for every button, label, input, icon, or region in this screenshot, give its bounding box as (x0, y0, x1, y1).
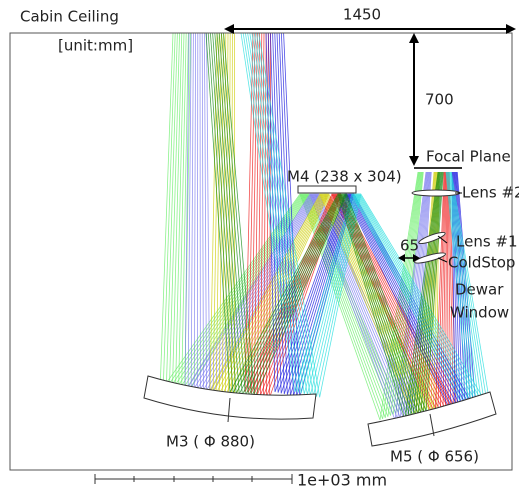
ray (242, 32, 474, 420)
arrow-heads (224, 24, 516, 262)
width-dimension: 1450 (343, 6, 381, 24)
ray (253, 32, 447, 417)
ray (249, 32, 481, 416)
lens2-label: Lens #2 (462, 184, 519, 202)
ray (251, 32, 484, 415)
ray (256, 32, 489, 413)
ray (205, 32, 439, 421)
height-dimension: 700 (425, 91, 454, 109)
ray (256, 32, 448, 416)
ray (193, 32, 429, 417)
mirror-m3-axis (227, 397, 231, 423)
ray (263, 32, 452, 414)
ray (207, 32, 440, 420)
ray (190, 32, 428, 418)
lens-2 (411, 189, 461, 197)
ray (228, 32, 439, 414)
ray (225, 32, 438, 415)
ray (218, 32, 437, 417)
scale-bar (94, 474, 293, 484)
m4-label: M4 (238 x 304) (287, 168, 402, 186)
gap-dimension: 65 (400, 237, 419, 255)
cabin-ceiling: Cabin Ceiling (20, 8, 119, 26)
mirror-m3 (143, 375, 317, 420)
lens1-label: Lens #1 (456, 233, 518, 251)
scale-bar-label: 1e+03 mm (297, 471, 387, 490)
ray (234, 32, 440, 412)
ray (247, 32, 446, 420)
ray (247, 32, 479, 417)
ray (244, 32, 445, 421)
ray (221, 32, 444, 413)
ray-bundles (159, 32, 492, 421)
coldstop-label: ColdStop (448, 254, 515, 272)
mirror-m5-axis (429, 413, 435, 437)
unit-label: [unit:mm] (58, 37, 133, 55)
ray (216, 32, 442, 415)
ray (250, 32, 446, 418)
ray (204, 32, 432, 413)
ray (187, 32, 428, 420)
leader-lines (437, 192, 462, 263)
ray (240, 32, 471, 421)
ray (260, 32, 449, 415)
m3-label: M3 ( Φ 880) (166, 433, 255, 451)
dewar-window (414, 252, 446, 264)
focal-plane-label: Focal Plane (426, 148, 511, 166)
ray (272, 32, 464, 417)
window-label: Window (450, 304, 509, 322)
lens-1 (418, 231, 446, 245)
m5-label: M5 ( Φ 656) (390, 448, 479, 466)
ray (231, 32, 440, 413)
mirror-m5 (367, 391, 497, 447)
ray (212, 32, 441, 417)
cabin-frame (9, 32, 513, 471)
ray (266, 32, 454, 413)
ray (210, 32, 440, 418)
ray (245, 32, 476, 418)
mirror-m4 (297, 185, 357, 194)
ray (218, 32, 443, 414)
ray (214, 32, 442, 416)
dewar-label: Dewar (455, 281, 504, 299)
ray (221, 32, 438, 416)
ray (184, 32, 427, 421)
ray (223, 32, 444, 412)
